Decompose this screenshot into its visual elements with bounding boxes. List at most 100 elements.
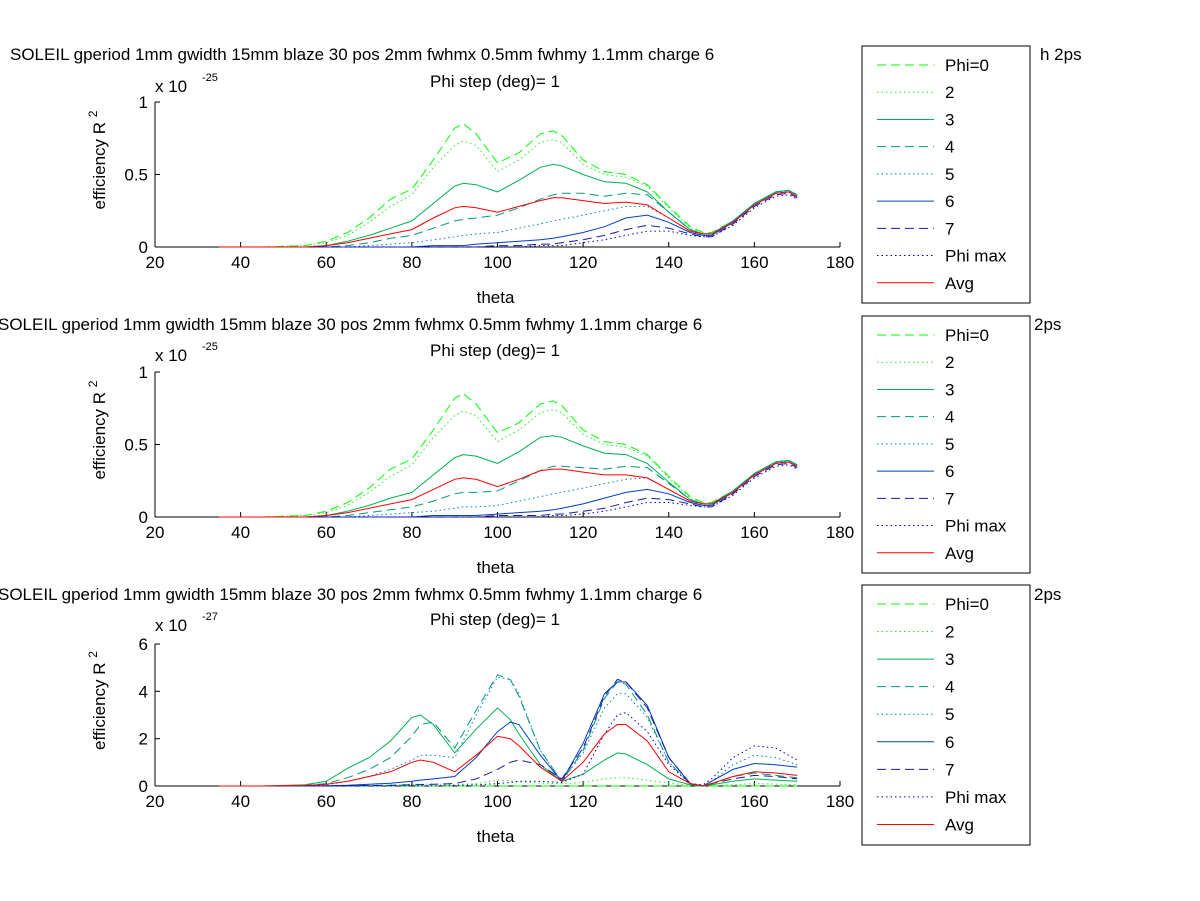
legend-label: 6 <box>945 733 954 752</box>
subplot-3: SOLEIL gperiod 1mm gwidth 15mm blaze 30 … <box>0 584 1061 846</box>
x-tick-label: 40 <box>231 523 250 542</box>
legend-label: Phi max <box>945 788 1007 807</box>
x-tick-label: 140 <box>655 792 683 811</box>
legend-label: 4 <box>945 678 954 697</box>
series-line-4 <box>219 459 798 518</box>
x-tick-label: 80 <box>402 253 421 272</box>
subplot-title: SOLEIL gperiod 1mm gwidth 15mm blaze 30 … <box>10 45 714 64</box>
legend-label: 4 <box>945 408 954 427</box>
y-axis-label-text: efficiency R <box>90 117 109 209</box>
legend-label: Avg <box>945 815 974 834</box>
subplot-subtitle: Phi step (deg)= 1 <box>430 610 560 629</box>
legend-label: Phi max <box>945 517 1007 536</box>
series-line-9 <box>219 461 798 518</box>
subplot-subtitle: Phi step (deg)= 1 <box>430 341 560 360</box>
y-axis-label-superscript: 2 <box>86 651 100 658</box>
legend-label: 7 <box>945 219 954 238</box>
x-tick-label: 180 <box>826 792 854 811</box>
legend-label: 3 <box>945 110 954 129</box>
x-tick-label: 80 <box>402 792 421 811</box>
legend-label: 3 <box>945 380 954 399</box>
x-tick-label: 80 <box>402 523 421 542</box>
series-line-7 <box>219 192 798 248</box>
legend-label: Avg <box>945 274 974 293</box>
y-exponent-label: x 10 <box>155 616 187 635</box>
series-line-5 <box>219 191 798 248</box>
x-tick-label: 60 <box>317 792 336 811</box>
x-axis-label: theta <box>477 827 515 846</box>
legend-label: 2 <box>945 623 954 642</box>
series-line-5 <box>219 676 798 787</box>
y-axis-label-text: efficiency R <box>90 387 109 479</box>
legend-box <box>861 315 1031 574</box>
y-exponent-power: -25 <box>202 72 218 84</box>
series-line-7 <box>219 462 798 518</box>
x-tick-label: 160 <box>740 792 768 811</box>
legend-label: Phi=0 <box>945 56 989 75</box>
series-line-7 <box>219 678 798 787</box>
x-tick-label: 120 <box>569 792 597 811</box>
y-tick-label: 6 <box>139 635 148 654</box>
legend-label: 5 <box>945 435 954 454</box>
y-axis-label-text: efficiency R <box>90 658 109 750</box>
subplot-2: SOLEIL gperiod 1mm gwidth 15mm blaze 30 … <box>0 315 1061 577</box>
subplot-title: SOLEIL gperiod 1mm gwidth 15mm blaze 30 … <box>0 315 702 334</box>
series-line-9 <box>219 191 798 248</box>
x-axis-label: theta <box>477 558 515 577</box>
legend-label: Phi=0 <box>945 326 989 345</box>
legend-label: 7 <box>945 489 954 508</box>
y-axis-label-superscript: 2 <box>86 110 100 117</box>
x-tick-label: 120 <box>569 253 597 272</box>
y-exponent-power: -25 <box>202 341 218 353</box>
legend-label: 7 <box>945 760 954 779</box>
legend-label: Phi=0 <box>945 595 989 614</box>
x-tick-label: 60 <box>317 253 336 272</box>
subplot-title-tail: h 2ps <box>1040 45 1082 64</box>
series-line-1 <box>219 393 798 518</box>
x-tick-label: 60 <box>317 523 336 542</box>
y-tick-label: 1 <box>139 363 148 382</box>
legend-label: 6 <box>945 462 954 481</box>
legend-label: 4 <box>945 138 954 157</box>
x-tick-label: 180 <box>826 253 854 272</box>
legend-label: Avg <box>945 544 974 563</box>
x-tick-label: 160 <box>740 253 768 272</box>
legend-label: Phi max <box>945 247 1007 266</box>
y-tick-label: 0 <box>139 238 148 257</box>
legend-label: 2 <box>945 353 954 372</box>
x-tick-label: 160 <box>740 523 768 542</box>
y-axis-label: efficiency R 2 <box>86 380 109 479</box>
y-tick-label: 4 <box>139 682 148 701</box>
legend-label: 3 <box>945 650 954 669</box>
legend-box <box>861 45 1031 304</box>
x-axis-label: theta <box>477 288 515 307</box>
series-line-4 <box>219 674 798 787</box>
x-tick-label: 20 <box>146 523 165 542</box>
y-axis-label: efficiency R 2 <box>86 110 109 209</box>
legend-box <box>861 584 1031 846</box>
series-line-8 <box>219 712 798 787</box>
x-tick-label: 40 <box>231 792 250 811</box>
x-tick-label: 100 <box>483 253 511 272</box>
y-tick-label: 0 <box>139 777 148 796</box>
x-tick-label: 100 <box>483 792 511 811</box>
x-tick-label: 20 <box>146 792 165 811</box>
x-tick-label: 140 <box>655 523 683 542</box>
legend-label: 2 <box>945 83 954 102</box>
y-tick-label: 0.5 <box>124 166 148 185</box>
subplot-subtitle: Phi step (deg)= 1 <box>430 72 560 91</box>
x-tick-label: 140 <box>655 253 683 272</box>
y-axis-label: efficiency R 2 <box>86 651 109 750</box>
y-exponent-power: -27 <box>202 611 218 623</box>
series-line-1 <box>219 123 798 248</box>
y-tick-label: 0 <box>139 508 148 527</box>
x-tick-label: 40 <box>231 253 250 272</box>
legend-label: 5 <box>945 705 954 724</box>
legend-label: 6 <box>945 192 954 211</box>
subplot-1: SOLEIL gperiod 1mm gwidth 15mm blaze 30 … <box>10 45 1082 307</box>
y-tick-label: 2 <box>139 730 148 749</box>
x-tick-label: 20 <box>146 253 165 272</box>
series-line-5 <box>219 461 798 518</box>
x-tick-label: 180 <box>826 523 854 542</box>
